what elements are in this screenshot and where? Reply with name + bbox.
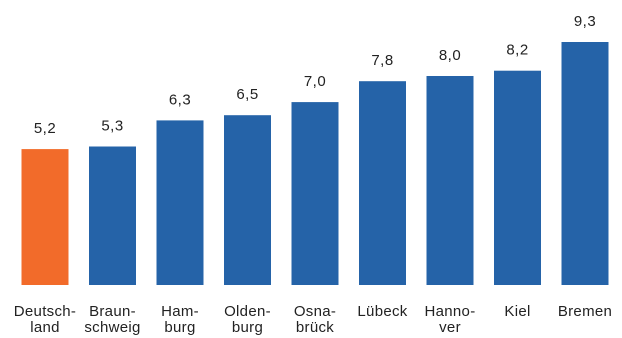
value-label-6: 8,0 <box>439 47 461 64</box>
category-label-1-line-0: Braun- <box>89 303 136 320</box>
category-label-8-line-0: Bremen <box>558 303 612 320</box>
value-label-4: 7,0 <box>304 73 326 90</box>
category-label-2-line-1: burg <box>164 319 195 336</box>
value-label-8: 9,3 <box>574 13 596 30</box>
value-label-0: 5,2 <box>34 120 56 137</box>
bar-6 <box>426 76 474 285</box>
bar-4 <box>291 102 339 285</box>
category-label-0-line-1: land <box>30 319 60 336</box>
category-label-0-line-0: Deutsch- <box>14 303 76 320</box>
bar-8 <box>561 42 609 285</box>
bar-5 <box>359 81 406 285</box>
category-label-4-line-1: brück <box>296 319 334 336</box>
value-label-3: 6,5 <box>236 86 258 103</box>
category-label-5-line-0: Lübeck <box>357 303 407 320</box>
category-label-6-line-0: Hanno- <box>425 303 476 320</box>
bar-7 <box>494 70 541 285</box>
value-label-7: 8,2 <box>506 42 528 59</box>
bar-0 <box>21 149 69 285</box>
category-label-2-line-0: Ham- <box>161 303 199 320</box>
category-label-3-line-1: burg <box>232 319 263 336</box>
bar-2 <box>156 120 204 286</box>
value-label-1: 5,3 <box>101 118 123 135</box>
bar-3 <box>224 115 271 285</box>
category-label-1-line-1: schweig <box>84 319 140 336</box>
category-label-7-line-0: Kiel <box>504 303 530 320</box>
category-label-4-line-0: Osna- <box>294 303 336 320</box>
category-label-6-line-1: ver <box>439 319 461 336</box>
value-label-5: 7,8 <box>371 52 393 69</box>
bar-1 <box>89 146 136 285</box>
value-label-2: 6,3 <box>169 91 191 108</box>
category-label-3-line-0: Olden- <box>224 303 271 320</box>
